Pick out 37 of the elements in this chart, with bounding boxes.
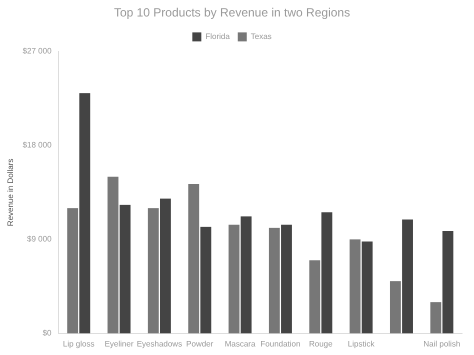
bar [240,216,252,334]
x-tick-label: Lip gloss [62,339,94,348]
x-tick-label: Nail polish [423,339,460,348]
chart-title: Top 10 Products by Revenue in two Regions [114,6,350,20]
bar [430,302,442,334]
bar [309,260,320,334]
x-tick-label: Mascara [224,339,256,348]
bar [67,208,78,334]
bar [160,198,171,334]
x-tick-label: Powder [186,339,214,348]
legend-label: Florida [205,32,230,42]
x-tick-label: Rouge [308,339,334,348]
bar [268,228,280,334]
y-axis-title: Revenue in Dollars [6,158,16,226]
bar [362,241,373,334]
bar [188,184,200,334]
legend-label: Texas [250,32,272,42]
bar [228,224,240,334]
bar [281,224,292,334]
bar [148,208,159,334]
bar [402,220,413,334]
bar [442,231,454,334]
x-tick-label: Foundation [260,339,300,348]
bar [350,239,361,334]
x-tick-label: Lipstick [348,339,376,348]
bar [79,93,90,334]
bar [390,281,401,334]
bar [120,204,131,334]
y-tick-label: $9 000 [27,234,52,244]
x-tick-label: Eyeshadows [136,339,182,348]
y-tick-label: $27 000 [22,46,52,56]
x-tick-label: Eyeliner [104,339,134,348]
bar [321,212,332,334]
bar [108,176,118,334]
bar [200,226,212,334]
y-tick-label: $0 [42,328,52,338]
y-tick-label: $18 000 [22,140,52,150]
